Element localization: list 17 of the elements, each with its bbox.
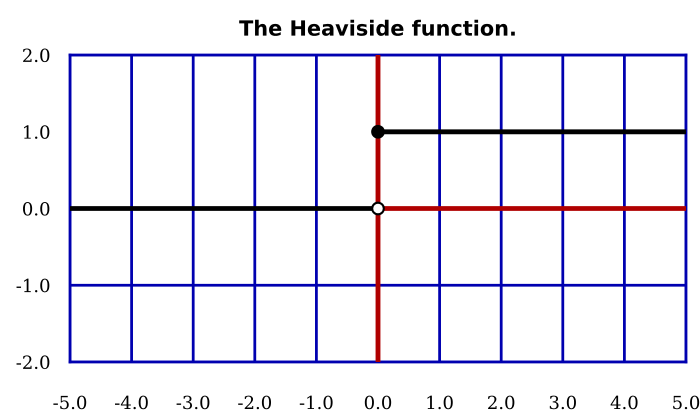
- x-tick-label: 3.0: [550, 396, 576, 410]
- x-tick-label: 0.0: [364, 396, 392, 410]
- x-tick-label: -1.0: [300, 396, 333, 410]
- y-tick-label: 2.0: [23, 48, 50, 62]
- y-tick-label: -2.0: [16, 355, 50, 370]
- x-tick-label: -2.0: [238, 396, 272, 410]
- y-tick-label: -1.0: [16, 278, 50, 292]
- y-tick-label: 0.0: [23, 202, 50, 216]
- x-tick-label: 1.0: [427, 396, 453, 410]
- x-tick-label: 5.0: [673, 396, 700, 410]
- x-tick-label: 4.0: [610, 396, 638, 410]
- y-tick-label: 1.0: [24, 125, 50, 139]
- x-tick-label: -5.0: [53, 396, 86, 410]
- x-tick-label: 2.0: [488, 396, 514, 410]
- chart-title: The Heaviside function.: [239, 20, 515, 36]
- x-tick-label: -3.0: [176, 396, 210, 410]
- x-tick-label: -4.0: [114, 396, 148, 410]
